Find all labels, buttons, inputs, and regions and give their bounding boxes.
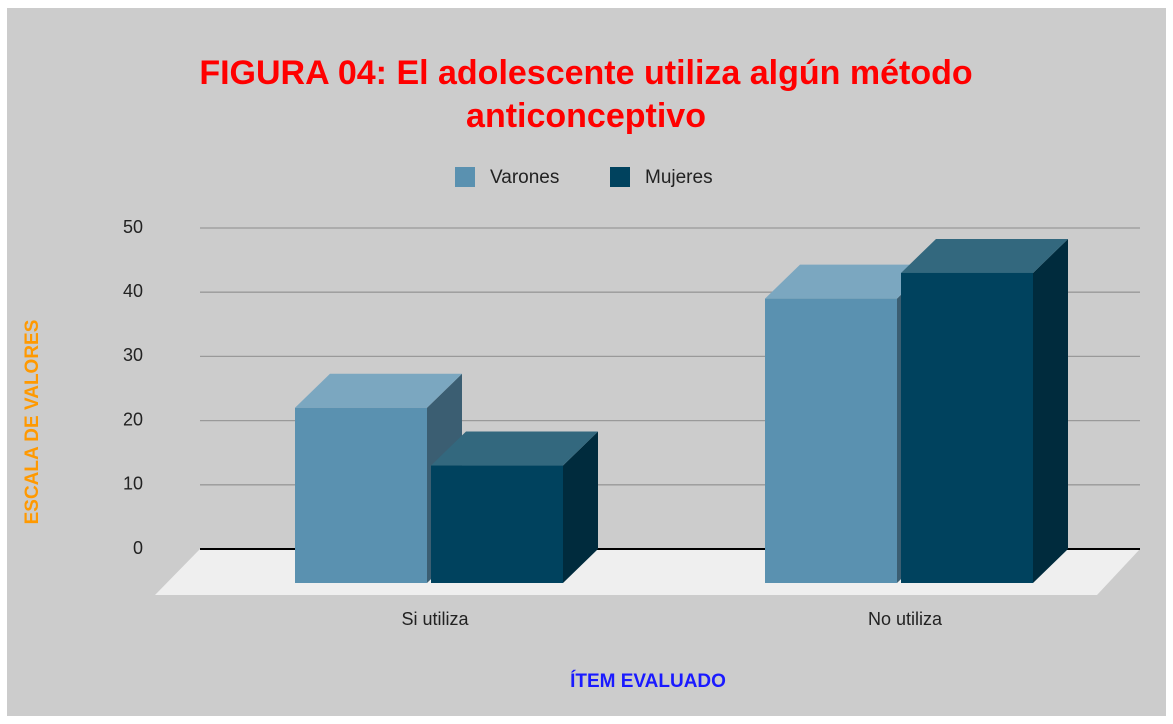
bar-front <box>295 407 427 583</box>
x-tick-label: Si utiliza <box>401 609 469 629</box>
bar-side <box>563 431 598 583</box>
chart-title: FIGURA 04: El adolescente utiliza algún … <box>199 54 972 135</box>
bar <box>901 238 1068 583</box>
bar-top <box>765 264 932 299</box>
y-tick-label: 30 <box>123 345 143 365</box>
y-axis-title: ESCALA DE VALORES <box>22 320 43 525</box>
y-tick-label: 0 <box>133 538 143 558</box>
bar-top <box>901 238 1068 273</box>
y-tick-label: 10 <box>123 474 143 494</box>
bar-top <box>295 373 462 408</box>
bar-front <box>431 465 563 583</box>
bar <box>431 431 598 583</box>
legend-swatch <box>455 167 475 187</box>
y-tick-label: 40 <box>123 281 143 301</box>
bar-front <box>901 272 1033 583</box>
legend-label: Varones <box>490 167 559 188</box>
bar-front <box>765 298 897 583</box>
x-tick-label: No utiliza <box>868 609 943 629</box>
y-tick-label: 20 <box>123 409 143 429</box>
legend-label: Mujeres <box>645 167 713 188</box>
bar-side <box>1033 238 1068 583</box>
y-tick-label: 50 <box>123 217 143 237</box>
x-axis-title: ÍTEM EVALUADO <box>570 670 726 692</box>
bar-top <box>431 431 598 466</box>
legend-swatch <box>610 167 630 187</box>
